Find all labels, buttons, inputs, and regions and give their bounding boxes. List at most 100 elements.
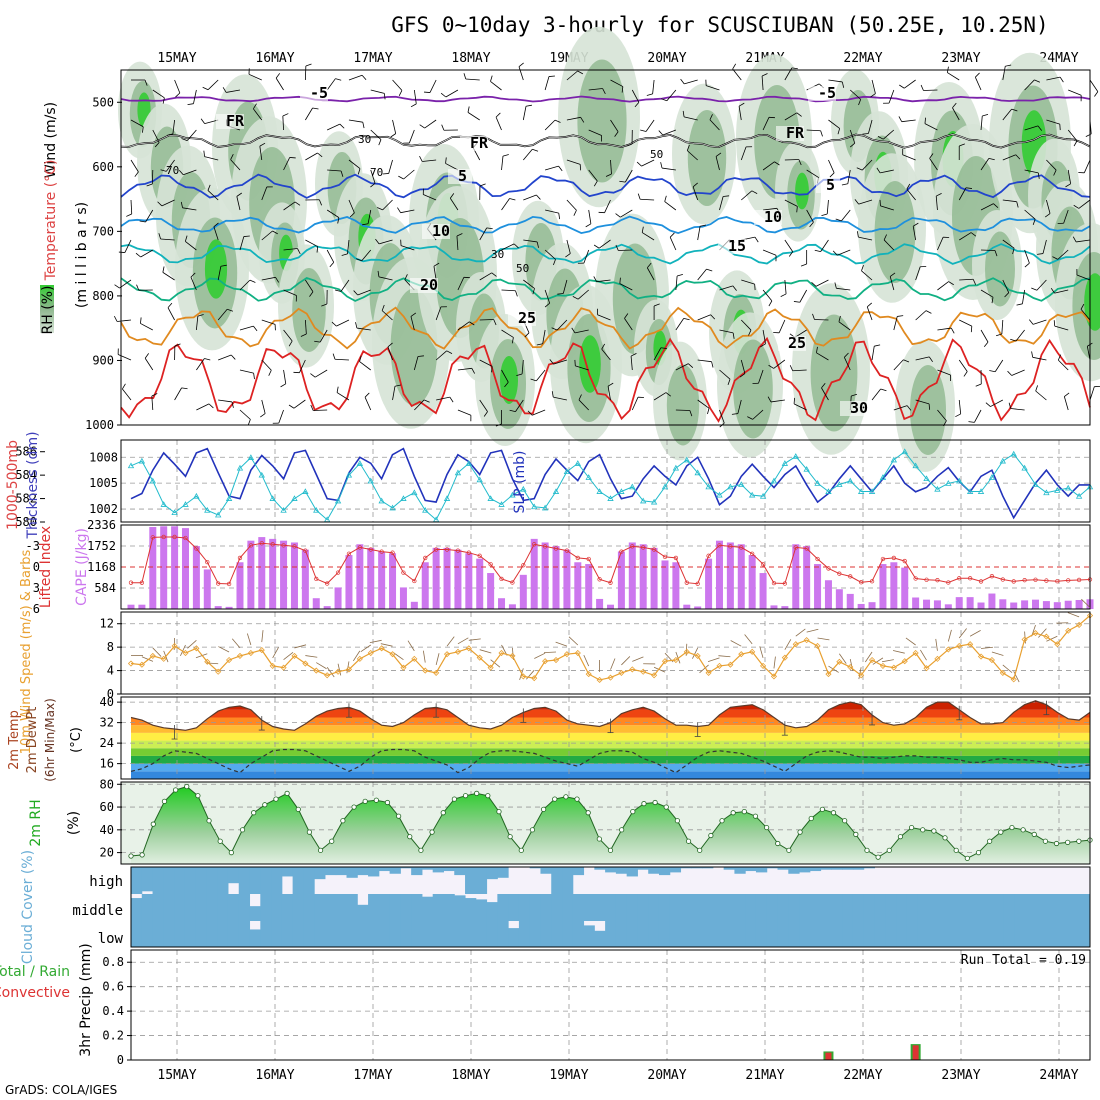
lifted-index-marker: [401, 570, 406, 575]
cloud-cell-low: [702, 920, 714, 947]
wind-barb: [952, 107, 960, 121]
wind-barb: [449, 198, 459, 211]
wind-barb-flag: [653, 303, 660, 307]
rh-region: [204, 239, 228, 299]
cloud-cell-low: [885, 920, 897, 947]
surface-wind-barb: [272, 647, 279, 659]
wind-barb-flag: [1015, 154, 1021, 160]
cape-bar: [454, 549, 462, 609]
wind-barb: [261, 399, 266, 414]
lifted-index-marker: [510, 580, 515, 585]
wind-barb-flag: [768, 300, 773, 307]
thickness-marker: [204, 506, 211, 513]
surface-wind-barb: [152, 647, 162, 657]
wind-speed-marker: [324, 672, 331, 679]
wind-barb-flag: [959, 143, 965, 147]
precip-panel: 00.20.40.60.8 Run Total = 0.19 Total / R…: [0, 943, 1091, 1067]
rh2m-marker: [1065, 839, 1071, 845]
lifted-index-marker: [848, 574, 853, 579]
wind-barb: [784, 279, 787, 294]
wind-barb-flag: [297, 248, 301, 255]
cloud-cell-middle: [260, 894, 272, 921]
wind-speed-marker: [498, 649, 505, 657]
rh2m-marker: [641, 801, 647, 807]
wind-barb: [619, 283, 633, 291]
wind-barb-flag: [991, 297, 994, 304]
isotherm-25: [120, 306, 1091, 350]
wind-barb: [1080, 309, 1091, 321]
date-label-bottom: 21MAY: [745, 1068, 784, 1083]
rh-contour-label: 50: [516, 262, 529, 275]
wind-barb-flag: [880, 388, 887, 392]
wind-barb-flag: [849, 142, 856, 148]
wind-barb: [762, 289, 773, 302]
thickness-marker: [1032, 481, 1039, 487]
surface-wind-barb: [446, 636, 455, 647]
cape-bar: [596, 598, 604, 609]
cloud-cell-low: [238, 920, 251, 947]
isotherm-10: [120, 215, 1091, 235]
wind-barb: [457, 277, 465, 291]
wind-barb-flag: [340, 170, 344, 177]
wind10m-label: 10m Wind Speed (m/s) & Barbs: [19, 549, 34, 754]
lifted-index-marker: [521, 563, 526, 568]
wind-barb: [236, 196, 241, 211]
lifted-index-marker: [858, 580, 864, 585]
cloud-cell-middle: [454, 895, 466, 921]
cape-tick: 1168: [87, 560, 116, 574]
lifted-index-marker: [750, 551, 755, 556]
cape-bar: [127, 604, 135, 609]
grads-credit: GrADS: COLA/IGES: [5, 1083, 117, 1097]
thickness-marker: [171, 509, 178, 516]
cloud-cell-middle: [960, 894, 972, 921]
cloud-cell-high: [766, 867, 779, 869]
wind-barb-flag: [1024, 262, 1030, 268]
cloud-cell-middle: [174, 894, 186, 921]
cloud-cell-middle: [141, 894, 154, 921]
wind-barb-flag: [361, 74, 367, 80]
rh2m-marker: [1031, 831, 1037, 837]
wind-barb-flag: [181, 387, 188, 390]
wind-barb-flag: [834, 282, 837, 289]
wind-barb: [994, 359, 1004, 372]
lifted-index-marker: [1022, 578, 1027, 583]
cloud-cell-high: [432, 867, 444, 873]
rh2m-marker: [663, 804, 669, 810]
thickness-marker: [193, 492, 200, 499]
temp-units: (°C): [69, 727, 84, 753]
wind-barb: [902, 154, 916, 161]
wind-barb-flag: [440, 92, 447, 98]
wind-barb: [915, 399, 930, 405]
cloud-cell-low: [1014, 920, 1026, 947]
wind-speed-marker: [934, 655, 941, 662]
wind-barb: [861, 270, 873, 281]
wind-barb-flag: [995, 333, 1002, 337]
surface-wind-barb: [407, 640, 415, 652]
wind-barb: [959, 232, 972, 241]
wind-barb-flag: [975, 383, 982, 387]
wind-barb: [883, 239, 895, 251]
surface-wind-barb: [544, 651, 557, 654]
cape-bar: [923, 599, 931, 609]
surface-wind-barb: [1067, 612, 1080, 618]
cloud-cell-high: [691, 867, 703, 869]
surface-wind-barb: [141, 656, 154, 662]
wind-barb-flag: [789, 365, 794, 371]
surface-wind-barb: [187, 640, 197, 649]
wind-barb-flag: [456, 233, 463, 237]
wind-barb: [521, 359, 524, 374]
wind-barb-flag: [551, 327, 558, 331]
cloud-cell-middle: [292, 894, 304, 921]
cloud-middle-label: middle: [72, 903, 123, 919]
surface-wind-barb: [435, 653, 440, 666]
lifted-index-tick: 3: [33, 581, 40, 595]
wind-speed-marker: [923, 665, 930, 672]
wind-barb: [826, 199, 829, 214]
wind-barb-flag: [646, 93, 653, 96]
cloud-cell-middle: [540, 894, 552, 921]
wind-barb: [620, 209, 633, 218]
cloud-cell-high: [314, 867, 326, 880]
rh-region: [733, 339, 773, 439]
cape-bar: [280, 540, 288, 609]
